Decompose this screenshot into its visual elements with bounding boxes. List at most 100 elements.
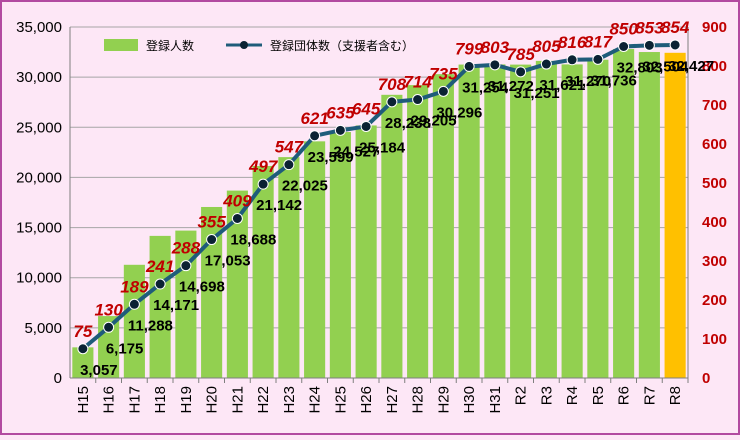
line-value-label: 850: [609, 20, 638, 39]
x-tick-label: R6: [616, 386, 633, 405]
line-point: [257, 178, 269, 190]
grid: [70, 26, 688, 329]
bar-value-label: 24,527: [333, 143, 379, 160]
line-value-label: 799: [455, 39, 484, 58]
line-point: [103, 321, 115, 333]
x-tick-label: H23: [281, 386, 298, 414]
y-left-tick-label: 10,000: [16, 270, 62, 287]
line-point: [360, 120, 372, 132]
x-tick-label: H24: [307, 386, 324, 414]
bar: [484, 64, 506, 379]
line-point: [180, 260, 192, 272]
x-tick-label: H15: [75, 386, 92, 414]
line-point: [309, 130, 321, 142]
line-point: [412, 94, 424, 106]
x-tick-label: R8: [667, 386, 684, 405]
bar: [149, 235, 171, 378]
line-value-label: 708: [378, 75, 407, 94]
y-right-tick-label: 600: [702, 136, 727, 153]
bar-value-label: 29,205: [411, 113, 457, 130]
line-point: [231, 212, 243, 224]
y-right-tick-label: 800: [702, 58, 727, 75]
bar-value-label: 32,803: [617, 60, 663, 77]
bar: [355, 125, 377, 378]
legend-bar-swatch: [104, 39, 138, 51]
y-left-tick-label: 20,000: [16, 169, 62, 186]
legend: 登録人数 登録団体数（支援者含む）: [104, 38, 414, 53]
line-value-label: 409: [222, 191, 252, 210]
legend-line-label: 登録団体数（支援者含む）: [270, 38, 414, 53]
bar-value-label: 23,599: [308, 149, 354, 166]
line-series: [77, 39, 681, 355]
y-left-tick-label: 35,000: [16, 19, 62, 36]
line-point: [540, 58, 552, 70]
line-value-label: 75: [73, 322, 92, 341]
bar: [72, 347, 94, 378]
legend-line-marker: [240, 41, 248, 49]
bar: [407, 85, 429, 378]
bar: [561, 64, 583, 379]
y-left-tick-label: 30,000: [16, 69, 62, 86]
line-point: [618, 41, 630, 52]
bar-value-label: 31,272: [488, 78, 534, 95]
line-point: [669, 39, 681, 51]
line-point: [515, 66, 527, 78]
bar-value-label: 3,057: [80, 362, 118, 379]
x-tick-label: H26: [358, 386, 375, 414]
bar-value-label: 31,621: [539, 77, 585, 94]
x-tick-label: H20: [204, 386, 221, 414]
line-value-label: 635: [326, 103, 355, 122]
x-tick-label: H28: [410, 386, 427, 414]
line-value-label: 355: [197, 213, 226, 232]
bar-value-label: 31,736: [591, 72, 637, 89]
bar: [664, 52, 686, 378]
line-point: [592, 53, 604, 65]
line-value-label: 785: [506, 45, 535, 64]
bar-value-label: 6,175: [106, 340, 144, 357]
x-tick-label: R5: [590, 386, 607, 405]
line-point: [283, 159, 295, 171]
bar-value-label: 31,270: [565, 73, 611, 90]
line-value-label: 497: [248, 157, 279, 176]
line-value-label: 189: [120, 277, 149, 296]
line-point: [386, 96, 398, 108]
bar-value-label: 11,288: [128, 317, 173, 334]
line-value-label: 288: [171, 239, 201, 258]
line-value-label: 621: [300, 109, 328, 128]
line-value-label: 241: [145, 257, 174, 276]
line-value-label: 714: [403, 73, 432, 92]
x-tick-label: H17: [126, 386, 143, 414]
line-point: [77, 343, 89, 355]
y-left-tick-label: 0: [54, 370, 62, 387]
axes: 0 5,000 10,000 15,000 20,000 25,000 30,000 35,0…: [16, 19, 727, 414]
line-point: [128, 298, 140, 310]
bar-value-label: 25,184: [359, 139, 406, 156]
bar: [226, 190, 248, 378]
line-point: [566, 54, 578, 66]
y-right-tick-label: 700: [702, 97, 727, 114]
line-point: [489, 59, 501, 71]
x-tick-label: R7: [641, 386, 658, 405]
bar: [535, 60, 557, 379]
legend-bar-label: 登録人数: [146, 38, 194, 53]
x-tick-label: H31: [487, 386, 504, 414]
y-right-tick-label: 200: [702, 292, 727, 309]
y-left-tick-label: 15,000: [16, 220, 62, 237]
bar: [252, 165, 274, 378]
bar: [201, 206, 223, 378]
bar: [381, 94, 403, 378]
bar-value-label: 14,171: [153, 297, 199, 314]
x-tick-label: H16: [101, 386, 118, 414]
line-value-label: 853: [635, 18, 664, 37]
bar: [329, 132, 351, 378]
bar-value-label: 22,025: [282, 178, 328, 195]
line-value-label: 816: [558, 33, 587, 52]
line-point: [643, 39, 655, 51]
bar-value-label: 30,296: [436, 104, 482, 121]
bars: [72, 49, 686, 379]
x-tick-label: H18: [152, 386, 169, 414]
bar-value-label: 14,698: [179, 279, 225, 296]
x-tick-label: H19: [178, 386, 195, 414]
